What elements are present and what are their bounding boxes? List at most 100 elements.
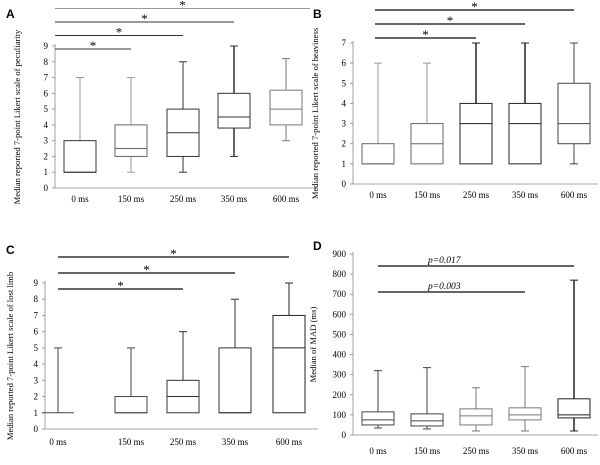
y-tick-label: 4 — [342, 98, 347, 108]
y-tick-label: 0 — [44, 183, 49, 193]
iqr-box — [557, 398, 591, 419]
y-tick-label: 8 — [34, 294, 39, 304]
iqr-box — [272, 314, 306, 414]
panel-c: C 0 1 2 3 4 5 6 7 8 9 Median reported 7-point Liker… — [5, 243, 318, 447]
box-150-ms — [410, 367, 444, 430]
y-tick-label: 4 — [34, 359, 39, 369]
x-tick-label: 250 ms — [463, 446, 490, 456]
x-tick-label: 350 ms — [512, 190, 539, 200]
y-axis-label: Median reported 7-point Likert scale of … — [5, 272, 15, 440]
iqr-box — [217, 92, 251, 129]
significance-label: * — [179, 0, 186, 13]
significance-label: * — [117, 278, 124, 293]
box-600-ms — [272, 282, 306, 414]
y-tick-label: 700 — [333, 289, 347, 299]
y-tick-label: 5 — [342, 78, 347, 88]
x-tick-label: 350 ms — [222, 437, 249, 447]
y-tick-label: 4 — [44, 120, 49, 130]
iqr-box — [508, 407, 542, 421]
iqr-box — [459, 408, 493, 426]
y-tick-label: 6 — [34, 327, 39, 337]
y-tick-label: 0 — [34, 424, 39, 434]
y-tick-label: 6 — [342, 58, 347, 68]
x-tick-label: 150 ms — [414, 446, 441, 456]
y-tick-label: 800 — [333, 269, 347, 279]
x-tick-label: 150 ms — [118, 194, 145, 204]
box-250-ms — [459, 42, 493, 165]
significance-label: * — [143, 262, 150, 277]
box-250-ms — [166, 61, 200, 173]
y-tick-label: 900 — [333, 249, 347, 259]
y-tick-label: 2 — [34, 392, 39, 402]
x-tick-label: 0 ms — [369, 190, 387, 200]
y-tick-label: 2 — [342, 139, 347, 149]
box-250-ms — [166, 331, 200, 414]
y-tick-label: 400 — [333, 350, 347, 360]
panel-letter: C — [6, 243, 15, 257]
x-tick-label: 150 ms — [414, 190, 441, 200]
x-tick-label: 350 ms — [221, 194, 248, 204]
x-tick-label: 0 ms — [71, 194, 89, 204]
x-tick-label: 600 ms — [561, 190, 588, 200]
iqr-box — [361, 411, 395, 426]
significance-label: * — [471, 0, 478, 14]
y-tick-label: 600 — [333, 309, 347, 319]
box-600-ms — [557, 42, 591, 165]
y-tick-label: 100 — [333, 410, 347, 420]
panel-a: A 0 1 2 3 4 5 6 7 8 9 Median reported 7-point Liker… — [6, 0, 318, 204]
y-tick-label: 0 — [342, 430, 347, 440]
y-tick-label: 3 — [34, 375, 39, 385]
y-tick-label: 2 — [44, 151, 49, 161]
box-600-ms — [269, 58, 303, 142]
x-tick-label: 250 ms — [463, 190, 490, 200]
box-150-ms — [410, 62, 444, 165]
y-tick-label: 7 — [34, 310, 39, 320]
panel-b: B 0 1 2 3 4 5 6 7 Median reported 7-point Likert … — [310, 0, 598, 200]
y-tick-label: 0 — [342, 179, 347, 189]
significance-label: * — [170, 246, 177, 261]
box-0-ms — [63, 77, 97, 173]
panel-letter: D — [313, 239, 322, 253]
x-tick-label: 0 ms — [369, 446, 387, 456]
y-axis-label: Median reported 7-point Likert scale of … — [12, 29, 22, 204]
x-tick-label: 250 ms — [170, 437, 197, 447]
significance-label: * — [447, 13, 454, 28]
x-tick-label: 350 ms — [512, 446, 539, 456]
significance-label: * — [422, 27, 429, 42]
panel-letter: B — [313, 7, 322, 21]
box-150-ms — [114, 77, 148, 173]
x-tick-label: 0 ms — [49, 437, 67, 447]
iqr-box — [218, 347, 252, 414]
y-axis-label: Median reported 7-point Likert scale of … — [310, 27, 320, 199]
box-350-ms — [508, 42, 542, 165]
y-tick-label: 1 — [342, 159, 347, 169]
y-tick-label: 7 — [44, 73, 49, 83]
significance-label: * — [141, 11, 148, 26]
x-tick-label: 250 ms — [170, 194, 197, 204]
iqr-box — [557, 82, 591, 145]
box-350-ms — [218, 298, 252, 414]
x-tick-label: 600 ms — [273, 194, 300, 204]
iqr-box — [269, 89, 303, 126]
box-0-ms — [361, 62, 395, 165]
iqr-box — [361, 143, 395, 165]
significance-label: * — [116, 25, 123, 40]
iqr-box — [508, 102, 542, 165]
y-tick-label: 500 — [333, 329, 347, 339]
y-tick-label: 7 — [342, 38, 347, 48]
y-tick-label: 8 — [44, 57, 49, 67]
box-350-ms — [508, 366, 542, 432]
significance-label: p=0.017 — [427, 256, 462, 266]
iqr-box — [114, 124, 148, 157]
y-tick-label: 5 — [34, 343, 39, 353]
box-0-ms — [42, 347, 74, 414]
box-250-ms — [459, 387, 493, 432]
y-tick-label: 6 — [44, 88, 49, 98]
y-tick-label: 9 — [34, 278, 39, 288]
y-tick-label: 9 — [44, 41, 49, 51]
iqr-box — [63, 140, 97, 173]
y-tick-label: 5 — [44, 104, 49, 114]
x-tick-label: 600 ms — [276, 437, 303, 447]
significance-label: * — [90, 38, 97, 53]
